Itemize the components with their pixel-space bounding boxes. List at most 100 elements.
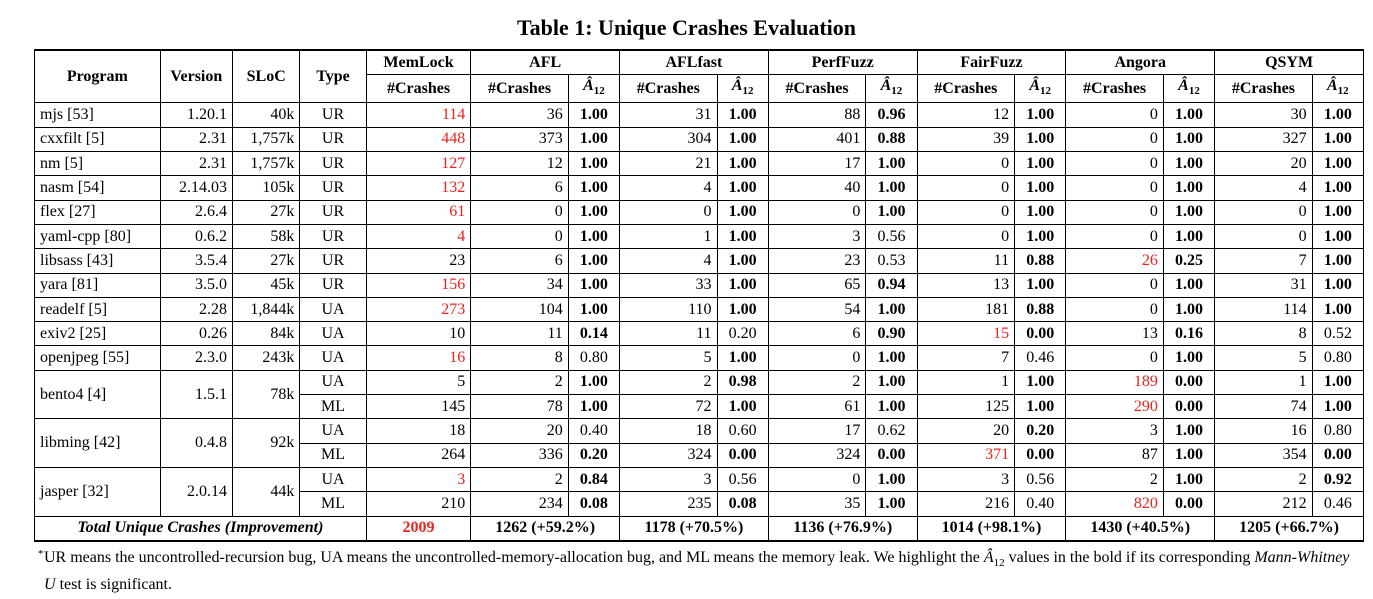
crashes-cell: 30: [1214, 102, 1313, 128]
crashes-cell: 820: [1065, 491, 1164, 517]
crashes-header: #Crashes: [767, 74, 867, 104]
crashes-cell: 4: [1214, 175, 1313, 201]
a12-cell: 1.00: [1311, 369, 1365, 396]
crashes-cell: 31: [619, 102, 718, 128]
a12-cell: 1.00: [1162, 102, 1216, 128]
memlock-crashes-cell: 132: [365, 175, 472, 201]
crashes-cell: 216: [916, 491, 1016, 517]
crashes-cell: 3: [767, 223, 867, 250]
a12-cell: 1.00: [1311, 102, 1365, 128]
a12-cell: 1.00: [865, 394, 918, 420]
a12-cell: 1.00: [567, 272, 621, 298]
crashes-cell: 0: [1065, 175, 1164, 201]
crashes-cell: 88: [767, 102, 867, 128]
crashes-cell: 5: [619, 345, 718, 371]
program-cell: openjpeg [55]: [34, 345, 161, 371]
crashes-header: #Crashes: [619, 74, 718, 104]
memlock-crashes-cell: 127: [365, 151, 472, 177]
a12-cell: 1.00: [716, 345, 769, 371]
a12-cell: 1.00: [1311, 296, 1365, 323]
program-cell: cxxfilt [5]: [34, 126, 161, 153]
a12-cell: 1.00: [1311, 394, 1365, 420]
crashes-cell: 61: [767, 394, 867, 420]
a12-cell: 1.00: [567, 126, 621, 153]
total-tool: 1136 (+76.9%): [767, 515, 918, 542]
total-tool: 1205 (+66.7%): [1214, 515, 1364, 542]
crashes-header: #Crashes: [1214, 74, 1313, 104]
crashes-cell: 12: [916, 102, 1016, 128]
a12-cell: 1.00: [716, 199, 769, 225]
a12-cell: 1.00: [865, 369, 918, 396]
a12-cell: 1.00: [865, 491, 918, 517]
crashes-cell: 78: [470, 394, 569, 420]
total-tool: 1262 (+59.2%): [470, 515, 621, 542]
a12-cell: 0.20: [567, 442, 621, 468]
a12-cell: 1.00: [865, 296, 918, 323]
memlock-crashes-cell: 23: [365, 248, 472, 274]
crashes-cell: 54: [767, 296, 867, 323]
a12-cell: 1.00: [567, 394, 621, 420]
type-cell: UA: [299, 466, 367, 493]
a12-cell: 1.00: [1311, 151, 1365, 177]
type-cell: UA: [299, 321, 367, 347]
crashes-cell: 87: [1065, 442, 1164, 468]
table-row: readelf [5] 2.28 1,844k UA 273 104 1.00 110 1.00…: [34, 296, 1365, 323]
sloc-cell: 27k: [232, 248, 301, 274]
header-tool: AFLfast: [619, 49, 769, 76]
a12-cell: 0.88: [1014, 296, 1067, 323]
type-cell: UA: [299, 369, 367, 396]
memlock-crashes-cell: 18: [365, 418, 472, 444]
crashes-cell: 26: [1065, 248, 1164, 274]
sloc-cell: 45k: [232, 272, 301, 298]
crashes-cell: 1: [619, 223, 718, 250]
crashes-cell: 13: [916, 272, 1016, 298]
program-cell: jasper [32]: [34, 466, 161, 517]
crashes-cell: 5: [1214, 345, 1313, 371]
crashes-cell: 20: [916, 418, 1016, 444]
a12-cell: 0.92: [1311, 466, 1365, 493]
a12-header: Â12: [716, 74, 769, 104]
a12-cell: 1.00: [1014, 102, 1067, 128]
a12-cell: 1.00: [716, 151, 769, 177]
header-sloc: SLoC: [232, 49, 301, 104]
a12-cell: 0.25: [1162, 248, 1216, 274]
memlock-crashes-cell: 10: [365, 321, 472, 347]
header-program: Program: [34, 49, 161, 104]
crashes-cell: 0: [767, 466, 867, 493]
crashes-cell: 290: [1065, 394, 1164, 420]
table-row: libsass [43] 3.5.4 27k UR 23 6 1.00 4 1.00 23 0.53…: [34, 248, 1365, 274]
a12-cell: 1.00: [865, 466, 918, 493]
program-cell: flex [27]: [34, 199, 161, 225]
table-row: bento4 [4] 1.5.1 78k UA 5 2 1.00 2 0.98 2 1.00 1 1.0…: [34, 369, 1365, 420]
crashes-cell: 0: [1065, 199, 1164, 225]
a12-cell: 1.00: [567, 199, 621, 225]
program-cell: yara [81]: [34, 272, 161, 298]
a12-cell: 0.46: [1311, 491, 1365, 517]
crashes-cell: 401: [767, 126, 867, 153]
a12-header: Â12: [1162, 74, 1216, 104]
a12-cell: 1.00: [1014, 394, 1067, 420]
a12-cell: 1.00: [1014, 369, 1067, 396]
crashes-cell: 17: [767, 418, 867, 444]
version-cell: 2.31: [159, 151, 234, 177]
a12-cell: 0.56: [716, 466, 769, 493]
crashes-cell: 0: [1065, 223, 1164, 250]
crashes-cell: 4: [619, 248, 718, 274]
memlock-crashes-cell: 210: [365, 491, 472, 517]
a12-cell: 1.00: [1014, 151, 1067, 177]
sloc-cell: 1,757k: [232, 151, 301, 177]
crashes-header: #Crashes: [470, 74, 569, 104]
memlock-crashes-cell: 264: [365, 442, 472, 468]
crashes-cell: 11: [619, 321, 718, 347]
header-row-tools: Program Version SLoC Type MemLock AFL AFLfast P…: [34, 49, 1364, 104]
crashes-cell: 0: [916, 223, 1016, 250]
footnote-text-2: values in the bold if its corresponding: [1004, 549, 1255, 566]
crashes-cell: 234: [470, 491, 569, 517]
version-cell: 0.4.8: [159, 418, 234, 468]
memlock-crashes-cell: 61: [365, 199, 472, 225]
crashes-cell: 114: [1214, 296, 1313, 323]
a12-header: Â12: [567, 74, 621, 104]
program-cell: readelf [5]: [34, 296, 161, 323]
version-cell: 1.5.1: [159, 369, 234, 420]
header-tool: FairFuzz: [916, 49, 1067, 76]
